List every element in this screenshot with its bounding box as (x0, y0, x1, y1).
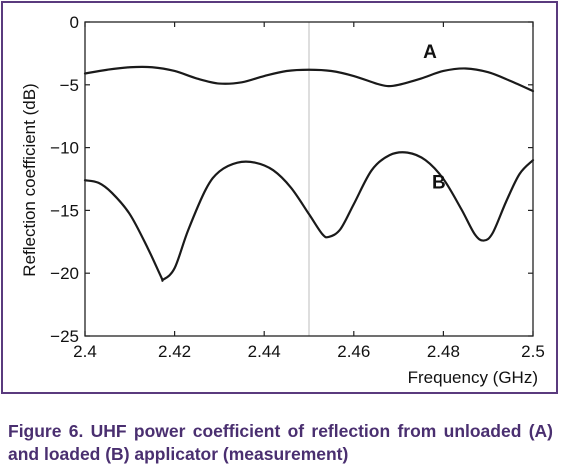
plot-frame (84, 21, 534, 337)
series-layer (83, 65, 535, 282)
chart: 2.4 2.42 2.44 2.46 2.48 2.5 0 −5 −10 −15 −20 −25 Fr… (20, 13, 545, 387)
axes (84, 21, 534, 337)
y-tick-label: −25 (50, 327, 79, 346)
x-axis-title: Frequency (GHz) (408, 368, 538, 387)
series-labels: AB (423, 42, 446, 194)
y-tick-label: −5 (60, 76, 79, 95)
y-tick-label: −20 (50, 264, 79, 283)
y-tick-label: −10 (50, 139, 79, 158)
y-tick-label: 0 (70, 13, 79, 32)
series-label-B: B (432, 173, 446, 194)
x-tick-label: 2.46 (337, 342, 370, 361)
x-tick-label: 2.4 (73, 342, 97, 361)
ticks (84, 21, 534, 337)
x-tick-label: 2.44 (248, 342, 281, 361)
y-tick-label: −15 (50, 201, 79, 220)
series-line-B (83, 151, 535, 282)
y-axis-title: Reflection coefficient (dB) (20, 83, 39, 276)
series-line-A (83, 65, 535, 93)
x-tick-label: 2.5 (521, 342, 545, 361)
x-tick-label: 2.48 (427, 342, 460, 361)
figure-caption: Figure 6. UHF power coefficient of refle… (8, 421, 553, 464)
x-tick-label: 2.42 (158, 342, 191, 361)
tick-labels: 2.4 2.42 2.44 2.46 2.48 2.5 0 −5 −10 −15 −20 −25 (50, 13, 545, 361)
series-label-A: A (423, 42, 437, 63)
